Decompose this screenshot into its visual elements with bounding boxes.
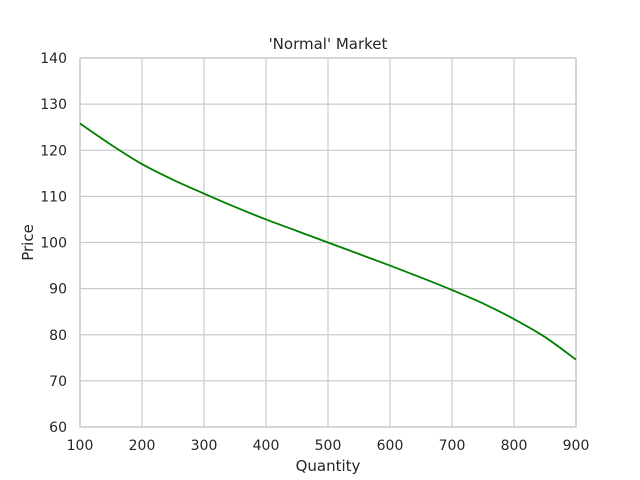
y-tick-label: 60 — [49, 420, 67, 436]
y-tick-label: 130 — [40, 97, 67, 113]
y-tick-label: 80 — [49, 328, 67, 344]
x-tick-labels: 100 200 300 400 500 600 700 800 900 — [67, 438, 590, 454]
x-axis-label: Quantity — [296, 457, 361, 475]
x-tick-label: 800 — [501, 438, 528, 454]
x-tick-label: 200 — [129, 438, 156, 454]
y-tick-label: 110 — [40, 189, 67, 205]
y-tick-label: 70 — [49, 374, 67, 390]
x-tick-label: 100 — [67, 438, 94, 454]
y-tick-label: 140 — [40, 51, 67, 67]
y-axis-label: Price — [19, 224, 37, 261]
y-tick-label: 90 — [49, 282, 67, 298]
x-tick-label: 600 — [377, 438, 404, 454]
x-tick-label: 700 — [439, 438, 466, 454]
x-tick-label: 500 — [315, 438, 342, 454]
y-tick-label: 120 — [40, 143, 67, 159]
x-tick-label: 300 — [191, 438, 218, 454]
y-tick-labels: 60 70 80 90 100 110 120 130 140 — [40, 51, 67, 436]
y-tick-label: 100 — [40, 236, 67, 252]
x-tick-label: 900 — [563, 438, 590, 454]
chart-title: 'Normal' Market — [269, 35, 388, 53]
x-tick-label: 400 — [253, 438, 280, 454]
plot-frame — [79, 57, 577, 428]
series-line — [79, 122, 577, 361]
